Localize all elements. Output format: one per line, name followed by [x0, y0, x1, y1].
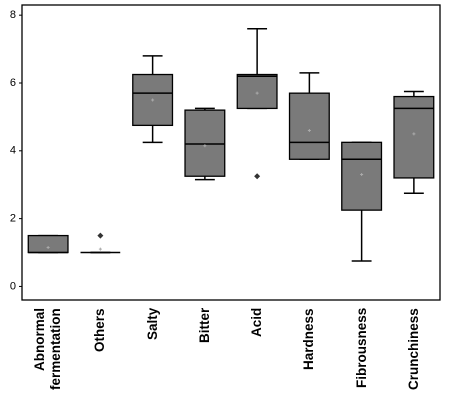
outlier: [97, 232, 104, 239]
mean-marker: [412, 132, 416, 136]
y-tick-label: 4: [10, 145, 16, 157]
box: [288, 92, 330, 160]
box: [341, 141, 383, 211]
x-tick-label: Hardness: [301, 308, 317, 370]
box: [236, 73, 278, 110]
x-tick-label: Others: [92, 308, 108, 352]
mean-marker: [203, 144, 207, 148]
y-tick-label: 2: [10, 213, 16, 225]
y-tick-label: 8: [10, 9, 16, 21]
mean-marker: [98, 247, 102, 251]
mean-marker: [46, 245, 50, 249]
plot-frame: [21, 4, 441, 301]
y-tick-label: 0: [10, 280, 16, 292]
x-tick-label: Crunchiness: [405, 308, 421, 390]
mean-marker: [151, 98, 155, 102]
x-tick-label: Salty: [144, 308, 160, 341]
mean-marker: [360, 173, 364, 177]
x-tick-label: Acid: [249, 308, 265, 338]
box: [184, 109, 226, 177]
x-tick-label: Abnormal fermentation: [32, 308, 64, 390]
outlier: [254, 173, 261, 180]
mean-marker: [255, 91, 259, 95]
y-tick-label: 6: [10, 77, 16, 89]
mean-marker: [307, 128, 311, 132]
x-tick-label: Bitter: [196, 308, 212, 344]
box: [27, 234, 69, 254]
x-tick-label: Fibrousness: [353, 308, 369, 389]
box: [393, 95, 435, 179]
